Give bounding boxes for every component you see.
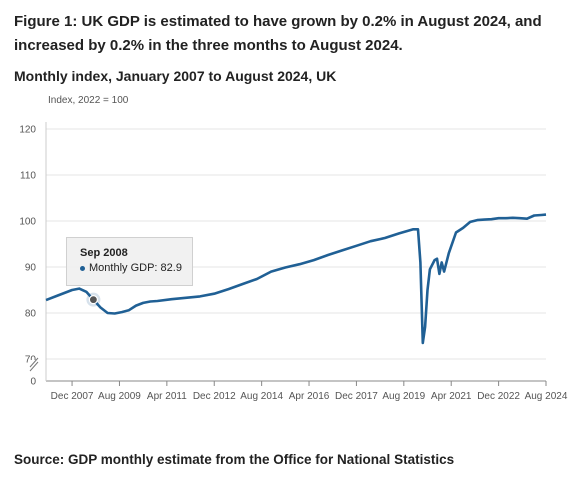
- x-tick-label: Aug 2014: [240, 391, 283, 402]
- tooltip-value: 82.9: [160, 262, 182, 274]
- y-axis-label: Index, 2022 = 100: [48, 95, 129, 106]
- tooltip-date: Sep 2008: [80, 247, 128, 259]
- y-tick-label: 110: [20, 171, 36, 182]
- tooltip-series-label: Monthly GDP:: [89, 262, 158, 274]
- x-tick-label: Aug 2024: [525, 391, 568, 402]
- x-tick-label: Apr 2021: [431, 391, 472, 402]
- y-tick-label: 120: [19, 125, 36, 136]
- chart-subtitle: Monthly index, January 2007 to August 20…: [14, 68, 337, 84]
- x-tick-label: Dec 2022: [477, 391, 520, 402]
- y-tick-label: 80: [25, 309, 37, 320]
- x-tick-label: Dec 2007: [51, 391, 94, 402]
- axis-break-icon: [29, 357, 39, 372]
- x-tick-label: Dec 2012: [193, 391, 236, 402]
- y-tick-label: 90: [25, 263, 37, 274]
- x-tick-label: Apr 2016: [289, 391, 330, 402]
- tooltip-row: Monthly GDP: 82.9: [80, 262, 192, 274]
- x-tick-label: Dec 2017: [335, 391, 378, 402]
- chart-title: Figure 1: UK GDP is estimated to have gr…: [14, 13, 542, 54]
- y-tick-label: 100: [19, 217, 36, 228]
- data-tooltip: Sep 2008 Monthly GDP: 82.9: [66, 237, 193, 286]
- series-line-monthly-gdp: [45, 213, 547, 345]
- y-tick-label: 0: [30, 377, 36, 388]
- x-tick-label: Apr 2011: [147, 391, 187, 402]
- x-tick-label: Aug 2019: [382, 391, 425, 402]
- highlight-point: [88, 295, 98, 305]
- x-tick-label: Aug 2009: [98, 391, 141, 402]
- series-dot-icon: [80, 265, 85, 271]
- chart-source: Source: GDP monthly estimate from the Of…: [14, 452, 455, 467]
